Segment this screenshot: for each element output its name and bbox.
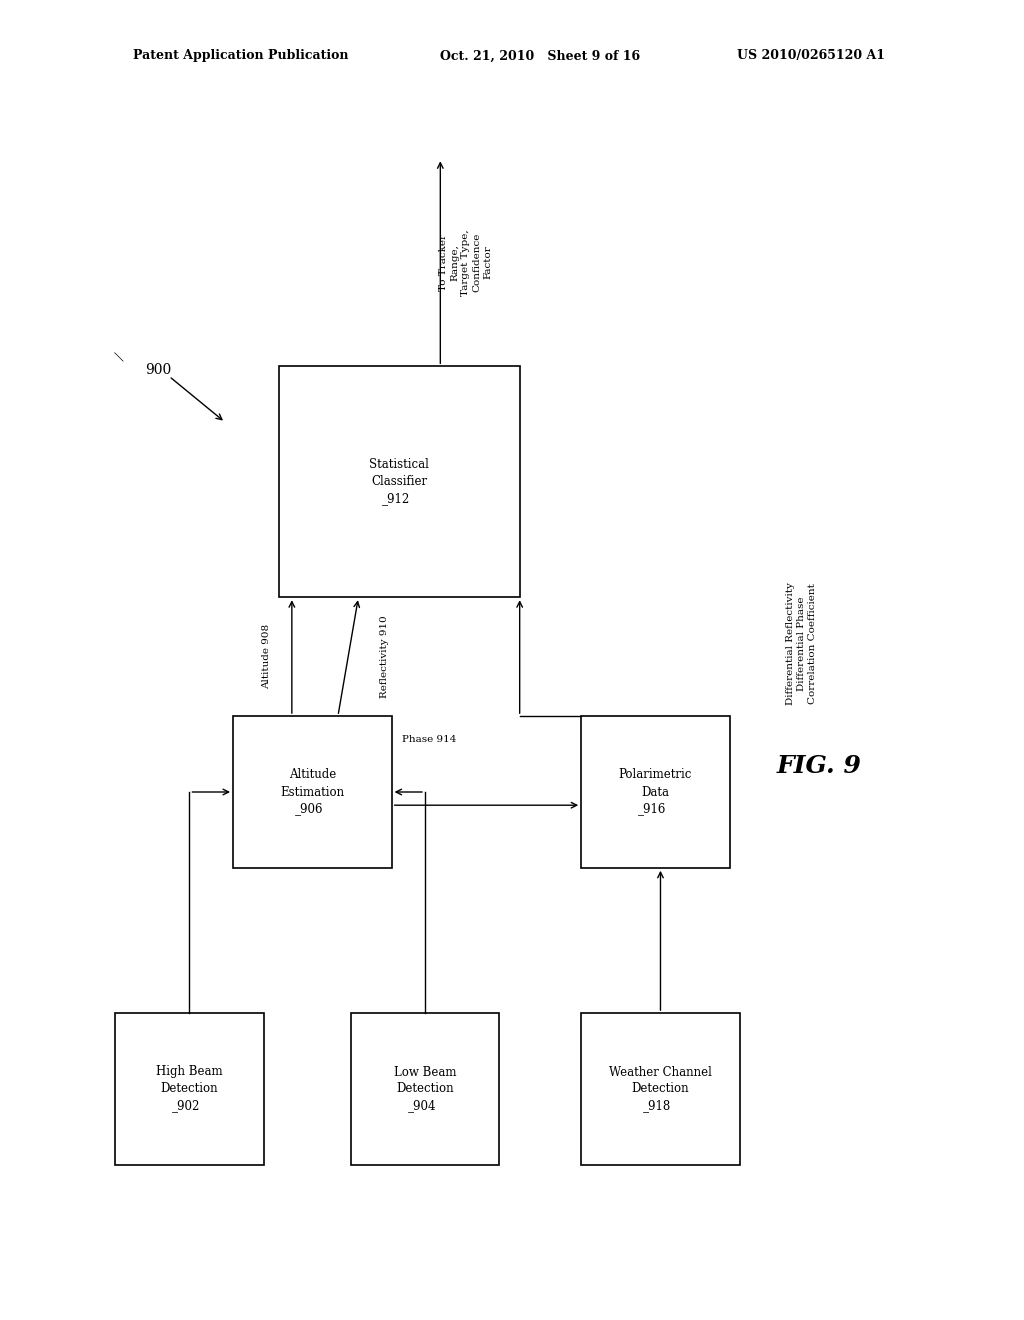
FancyBboxPatch shape — [232, 715, 391, 869]
FancyBboxPatch shape — [350, 1014, 499, 1166]
Text: Polarimetric
Data
̲916: Polarimetric Data ̲916 — [618, 768, 692, 816]
FancyBboxPatch shape — [115, 1014, 264, 1166]
Text: Reflectivity 910: Reflectivity 910 — [380, 615, 388, 698]
Text: US 2010/0265120 A1: US 2010/0265120 A1 — [737, 49, 886, 62]
Text: Altitude
Estimation
̲906: Altitude Estimation ̲906 — [281, 768, 344, 816]
FancyBboxPatch shape — [582, 1014, 739, 1166]
Text: Weather Channel
Detection
̲918: Weather Channel Detection ̲918 — [609, 1065, 712, 1113]
Text: Low Beam
Detection
̲904: Low Beam Detection ̲904 — [393, 1065, 457, 1113]
Text: Altitude 908: Altitude 908 — [262, 624, 270, 689]
Text: FIG. 9: FIG. 9 — [777, 754, 861, 777]
Text: —: — — [108, 347, 128, 366]
Text: High Beam
Detection
̲902: High Beam Detection ̲902 — [156, 1065, 223, 1113]
Text: Oct. 21, 2010   Sheet 9 of 16: Oct. 21, 2010 Sheet 9 of 16 — [440, 49, 640, 62]
Text: Differential Reflectivity
Differential Phase
Correlation Coefficient: Differential Reflectivity Differential P… — [785, 582, 817, 705]
Text: To Tracker
Range,
Target Type,
Confidence
Factor: To Tracker Range, Target Type, Confidenc… — [439, 230, 493, 296]
Text: Phase 914: Phase 914 — [401, 735, 456, 743]
FancyBboxPatch shape — [582, 715, 729, 869]
Text: Statistical
Classifier
̲912: Statistical Classifier ̲912 — [370, 458, 429, 506]
Text: Patent Application Publication: Patent Application Publication — [133, 49, 348, 62]
FancyBboxPatch shape — [279, 367, 520, 597]
Text: 900: 900 — [145, 363, 172, 376]
